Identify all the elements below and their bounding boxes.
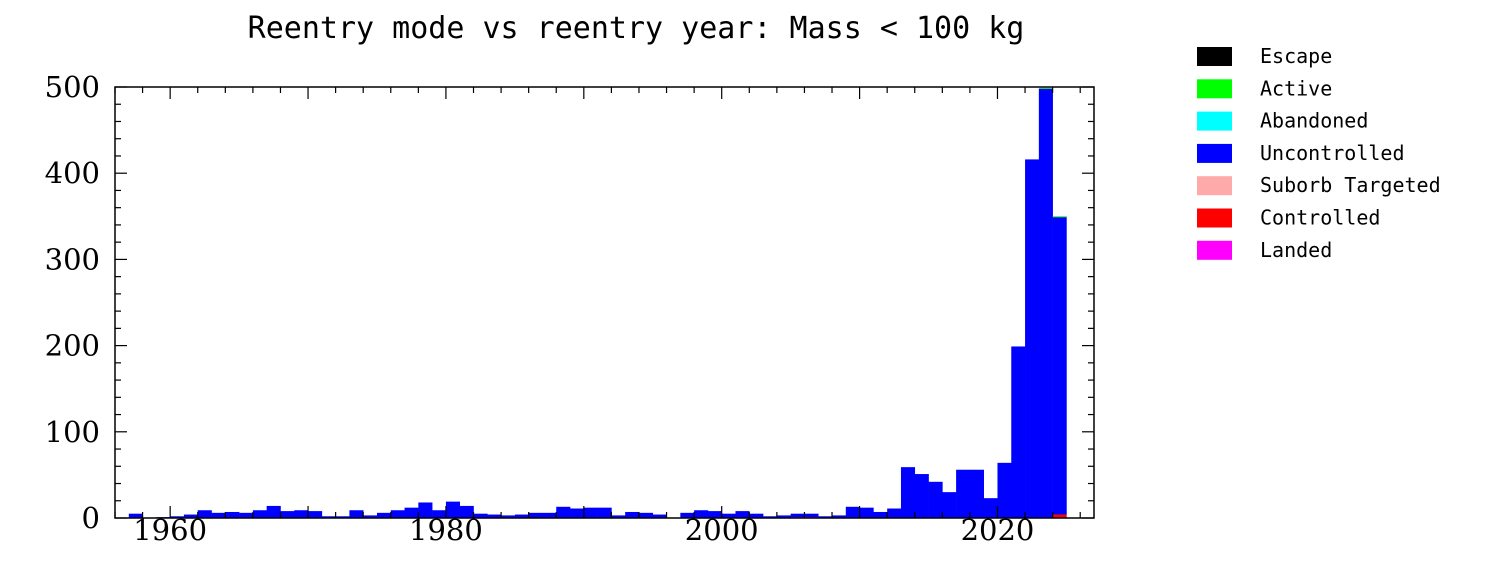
bar-uncontrolled-2015 xyxy=(928,481,943,518)
legend-label-abandoned: Abandoned xyxy=(1260,109,1368,133)
y-tick-label-0: 0 xyxy=(82,501,100,535)
bar-uncontrolled-2017 xyxy=(956,469,971,518)
bar-uncontrolled-1977 xyxy=(404,507,419,518)
bar-uncontrolled-2018 xyxy=(969,469,984,518)
plot-frame xyxy=(114,86,1095,519)
x-tick-label-2000: 2000 xyxy=(685,513,759,547)
bar-uncontrolled-1990 xyxy=(583,507,598,518)
bar-uncontrolled-1966 xyxy=(252,510,267,518)
bar-uncontrolled-2000 xyxy=(721,513,736,518)
bar-uncontrolled-2023 xyxy=(1038,88,1053,518)
legend-swatch-controlled xyxy=(1197,208,1232,228)
y-tick-label-100: 100 xyxy=(45,415,100,449)
bar-uncontrolled-1957 xyxy=(128,513,143,518)
bar-uncontrolled-2004 xyxy=(776,515,791,518)
bar-uncontrolled-2021 xyxy=(1011,346,1026,518)
bar-uncontrolled-1982 xyxy=(473,513,488,518)
bar-uncontrolled-1980 xyxy=(445,501,461,518)
legend-swatch-abandoned xyxy=(1197,111,1232,131)
y-tick-label-400: 400 xyxy=(45,156,100,190)
y-tick-label-500: 500 xyxy=(45,70,100,104)
bar-uncontrolled-1960 xyxy=(170,516,185,518)
bar-uncontrolled-1993 xyxy=(625,511,640,518)
legend-swatch-suborb-targeted xyxy=(1197,176,1232,196)
bar-uncontrolled-1969 xyxy=(294,510,309,518)
bar-uncontrolled-1965 xyxy=(239,512,254,518)
bar-uncontrolled-2002 xyxy=(749,513,764,518)
chart-title: Reentry mode vs reentry year: Mass < 100… xyxy=(248,11,1025,46)
bar-uncontrolled-1967 xyxy=(266,505,281,518)
x-tick-label-1980: 1980 xyxy=(409,513,483,547)
bar-uncontrolled-1962 xyxy=(197,510,212,518)
legend-label-controlled: Controlled xyxy=(1260,206,1380,230)
legend-label-active: Active xyxy=(1260,76,1332,100)
bar-uncontrolled-1997 xyxy=(680,512,695,518)
bar-uncontrolled-1973 xyxy=(349,510,364,518)
bar-uncontrolled-2024 xyxy=(1052,217,1067,515)
bar-uncontrolled-2007 xyxy=(818,516,833,518)
bar-active-2023 xyxy=(1038,87,1053,89)
bar-uncontrolled-2020 xyxy=(997,462,1012,518)
bars-group xyxy=(128,87,1067,518)
y-tick-label-200: 200 xyxy=(45,329,100,363)
bar-uncontrolled-2012 xyxy=(887,508,902,518)
bar-uncontrolled-2006 xyxy=(804,513,819,518)
bar-uncontrolled-1970 xyxy=(308,511,323,518)
bar-uncontrolled-1964 xyxy=(225,511,240,518)
legend-swatch-uncontrolled xyxy=(1197,143,1232,163)
legend-swatch-active xyxy=(1197,79,1232,99)
bar-uncontrolled-2013 xyxy=(900,467,916,518)
legend-swatch-escape xyxy=(1197,47,1232,66)
bar-uncontrolled-1974 xyxy=(363,515,378,518)
bar-uncontrolled-1999 xyxy=(707,511,723,518)
legend-label-uncontrolled: Uncontrolled xyxy=(1260,141,1405,165)
x-tick-label-2020: 2020 xyxy=(961,513,1035,547)
bar-active-2024 xyxy=(1052,216,1067,218)
bar-uncontrolled-1989 xyxy=(570,508,585,518)
bar-uncontrolled-1981 xyxy=(459,505,474,518)
bar-uncontrolled-2001 xyxy=(735,511,750,518)
bar-uncontrolled-2014 xyxy=(914,474,929,518)
bar-uncontrolled-1979 xyxy=(432,510,447,518)
bar-uncontrolled-2019 xyxy=(983,498,998,518)
bar-uncontrolled-1978 xyxy=(418,502,433,518)
x-tick-label-1960: 1960 xyxy=(133,513,207,547)
bar-uncontrolled-2016 xyxy=(942,492,957,518)
bar-uncontrolled-1976 xyxy=(390,510,405,518)
bar-uncontrolled-1984 xyxy=(501,515,516,518)
bar-uncontrolled-1991 xyxy=(597,507,612,518)
bar-uncontrolled-1988 xyxy=(556,506,571,518)
bar-uncontrolled-1961 xyxy=(183,514,199,518)
bar-uncontrolled-1983 xyxy=(487,514,502,518)
ticks-group: 1960 1980 2000 2020 0 100 200 300 400 500 xyxy=(45,70,1094,547)
bar-uncontrolled-2010 xyxy=(859,507,874,518)
bar-uncontrolled-1986 xyxy=(528,512,543,518)
bar-uncontrolled-1963 xyxy=(211,512,226,518)
bar-uncontrolled-1998 xyxy=(694,510,709,518)
bar-uncontrolled-1985 xyxy=(514,514,529,518)
bar-uncontrolled-1992 xyxy=(611,515,626,518)
bar-controlled-2024 xyxy=(1052,514,1067,518)
bar-uncontrolled-2008 xyxy=(832,515,847,518)
bar-uncontrolled-1995 xyxy=(652,514,667,518)
bar-uncontrolled-1975 xyxy=(376,512,392,518)
bar-uncontrolled-1971 xyxy=(321,516,336,518)
bar-uncontrolled-1994 xyxy=(638,512,654,518)
bar-uncontrolled-1972 xyxy=(335,516,350,518)
bar-uncontrolled-1968 xyxy=(280,511,295,518)
bar-uncontrolled-2003 xyxy=(763,516,778,518)
bar-uncontrolled-1987 xyxy=(542,512,557,518)
legend-swatch-landed xyxy=(1197,240,1232,260)
legend-label-escape: Escape xyxy=(1260,44,1332,68)
legend-label-landed: Landed xyxy=(1260,238,1332,262)
bar-uncontrolled-2009 xyxy=(845,506,860,518)
legend-label-suborb-targeted: Suborb Targeted xyxy=(1260,173,1441,197)
bar-uncontrolled-2022 xyxy=(1025,159,1040,518)
bar-uncontrolled-2011 xyxy=(873,511,888,518)
y-tick-label-300: 300 xyxy=(45,242,100,276)
bar-uncontrolled-2005 xyxy=(790,513,805,518)
legend: Escape Active Abandoned Uncontrolled Suborb … xyxy=(1197,44,1441,262)
